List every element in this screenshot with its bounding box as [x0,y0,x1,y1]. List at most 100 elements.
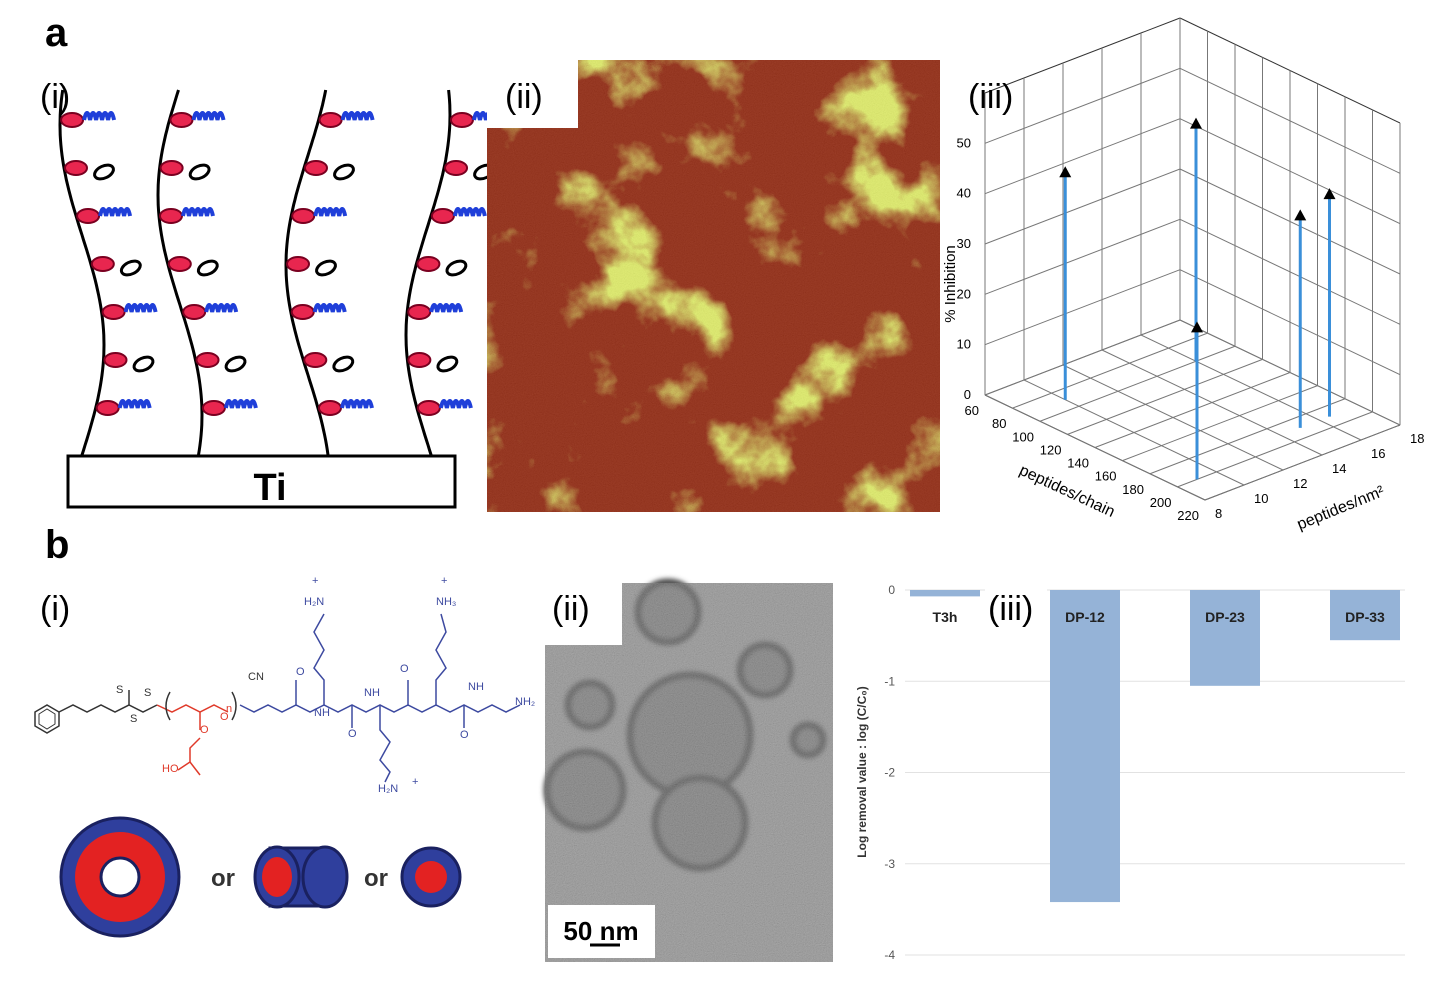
ring-molecule [93,163,115,181]
grid-line [1179,118,1401,225]
peptide-anchor [182,304,207,320]
x-tick-label: 140 [1067,456,1089,471]
peptide-anchor [103,352,128,368]
helix-peptide [98,207,133,217]
atom-label: O [460,729,469,741]
x-tick-label: 200 [1150,495,1172,510]
atom-label: + [312,575,318,587]
y-tick-label: -2 [884,766,895,780]
helix-peptide [340,111,375,121]
peptide-anchor [291,208,316,224]
peptide-anchor [90,256,115,272]
panel-label: a [45,11,68,55]
peptide-anchor [416,256,441,272]
grid-line [1062,364,1284,471]
y-tick-label: -1 [884,674,895,688]
x-tick-label: 160 [1095,469,1117,484]
category-label: DP-33 [1345,609,1385,625]
grid-line [984,168,1181,245]
grid-line [1177,411,1373,488]
grid-line [1179,168,1401,275]
atom-label: O [296,666,305,678]
peptide-anchor [158,208,183,224]
morphology-icons [59,816,462,938]
point-marker [1294,209,1307,221]
peptide-anchor [407,352,432,368]
z-tick-label: 10 [957,337,971,352]
y-tick-label: 0 [888,583,895,597]
atom-label: CN [248,671,264,683]
peptide-anchor [76,208,101,224]
atom-label: NH [468,681,484,693]
polymer-chain [284,89,330,456]
atom-label: S [116,684,123,696]
peptide-anchor [167,256,192,272]
ring-molecule [315,259,337,277]
grid-line [984,394,1206,501]
atom-label: S [144,687,151,699]
grid-line [1101,349,1323,456]
peptide-anchor [416,400,441,416]
peptide-anchor [318,112,343,128]
z-tick-label: 40 [957,186,971,201]
atom-label: n [226,703,232,715]
subpanel-label: (iii) [988,590,1033,628]
helix-peptide [117,399,152,409]
peptide-anchor [317,400,342,416]
grid-line [984,319,1181,396]
substrate-label: Ti [253,467,286,509]
z-tick-label: 0 [964,387,971,402]
x-tick-label: 80 [992,416,1006,431]
grid-line [1012,332,1208,409]
y-tick-label: -4 [884,948,895,962]
point-marker [1191,321,1203,333]
ring-molecule [445,259,468,277]
y-tick-label: 18 [1410,431,1424,446]
peptide-anchor [169,112,194,128]
grid-line [984,118,1181,195]
grid-line [984,269,1181,346]
ring-molecule [333,163,355,181]
grid-line [1122,385,1318,462]
atom-label: O [400,663,409,675]
atom-label: O [348,728,357,740]
peptide-anchor [290,304,315,320]
atom-label: HO [162,763,179,775]
ring-molecule [332,355,355,373]
tem-image [543,578,833,962]
atom-label: O [200,724,209,736]
y-axis-title: peptides/nm² [1295,483,1388,534]
afm-image [487,60,940,512]
subpanel-label: (i) [40,590,70,628]
peptide-anchor [286,256,311,272]
peptide-anchor [95,400,120,416]
panel-label: b [45,523,69,567]
helix-peptide [313,207,348,217]
grid-line [1179,269,1401,376]
polymer-chain [404,89,452,456]
bar-chart: 0 -1 -2 -3 -4 T3h DP-12 DP-23 DP-33 Log removal v… [855,583,1405,962]
helix-peptide [181,207,215,217]
helix-peptide [429,303,464,313]
helix-peptide [204,303,239,313]
y-tick-label: -3 [884,857,895,871]
bar [1330,590,1400,641]
z-tick-label: 50 [957,135,971,150]
atom-label: NH [314,707,330,719]
atom-label: NH₂ [515,696,535,708]
peptide-anchor [195,352,220,368]
bar [1190,590,1260,686]
category-label: T3h [933,609,958,625]
grid-line [984,67,1181,144]
helix-peptide [312,303,347,313]
grid-line [1140,334,1362,441]
y-tick-label: 8 [1215,506,1222,521]
y-tick-label: 12 [1293,476,1307,491]
grid-line [1204,424,1401,501]
grid-line [1023,379,1245,486]
helix-peptide [191,111,226,121]
x-tick-label: 120 [1040,442,1062,457]
grid-line [1179,319,1401,426]
subpanel-label: (iii) [968,78,1013,116]
